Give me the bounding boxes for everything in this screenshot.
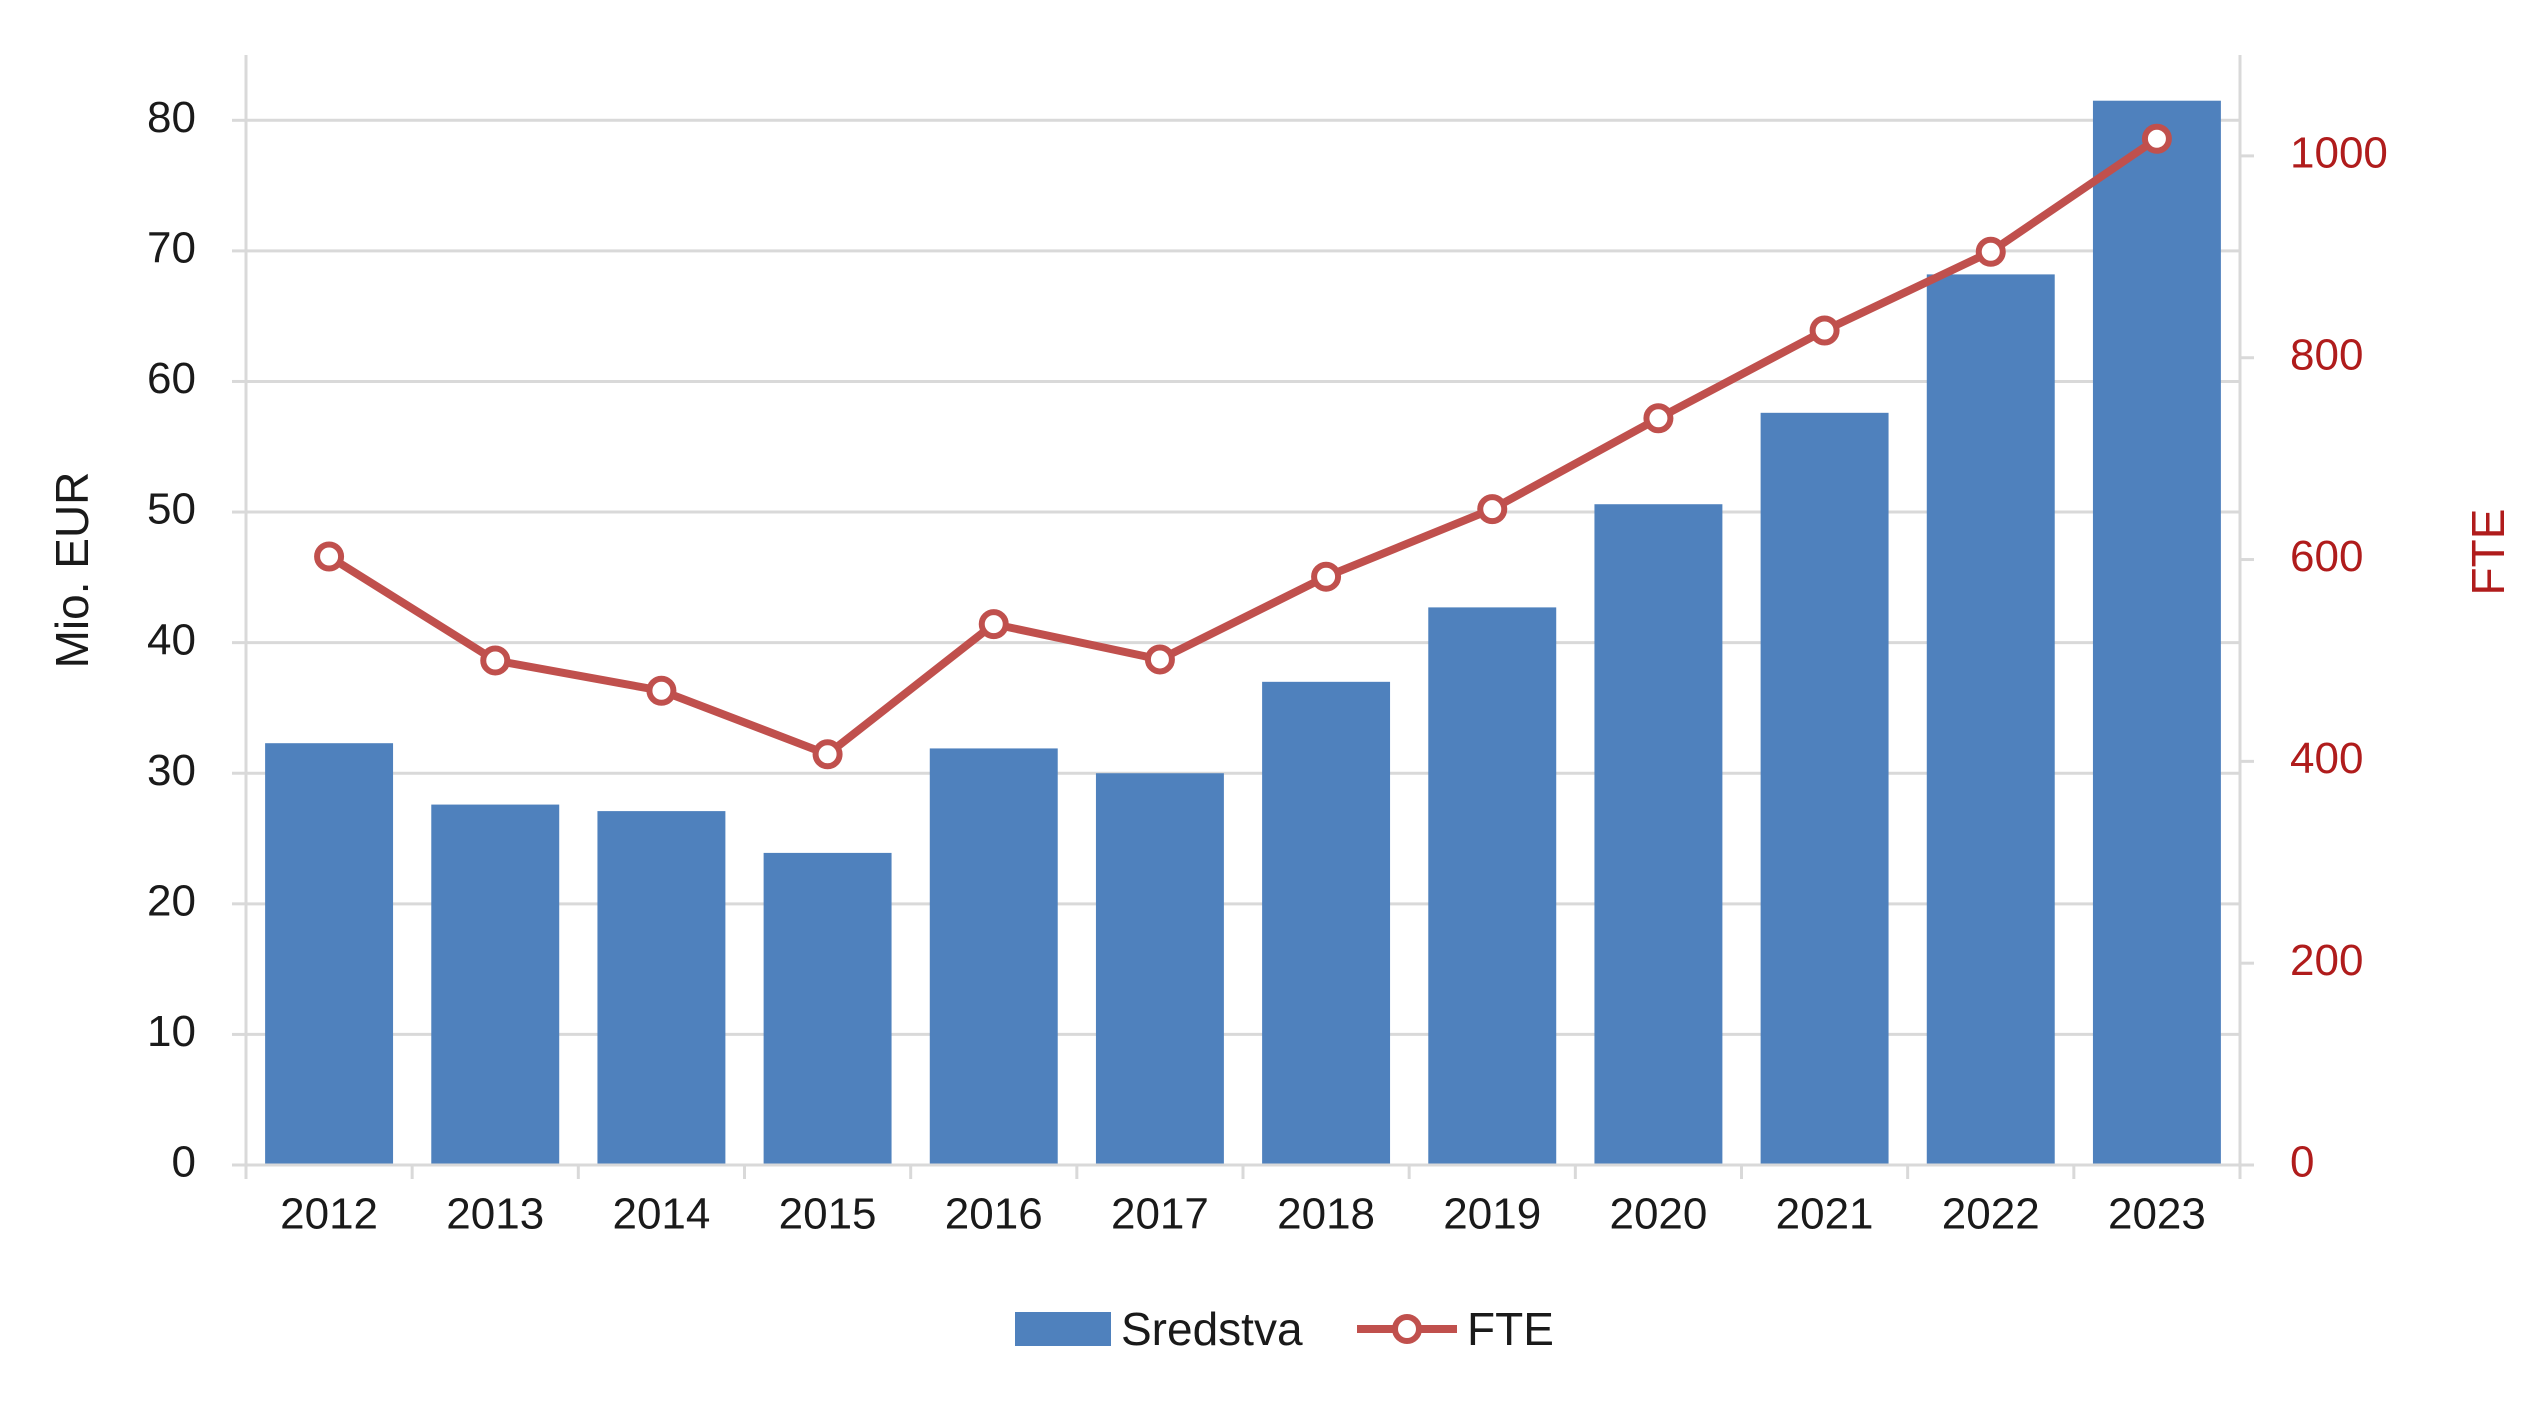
fte-point-2021 [1809, 315, 1840, 346]
right-tick-label-600: 600 [2290, 532, 2363, 581]
bar-series [265, 100, 2221, 1166]
x-tick-label-2019: 2019 [1443, 1190, 1541, 1239]
left-tick-label-30: 30 [147, 746, 196, 795]
fte-point-2015 [812, 739, 843, 770]
x-axis-ticks: 2012 2013 2014 2015 2016 2017 2018 2019 2020 2021… [280, 1190, 2206, 1239]
axes [232, 55, 2254, 1179]
legend-swatch-sredstva [1015, 1312, 1111, 1346]
left-tick-label-0: 0 [172, 1138, 196, 1187]
x-tick-label-2023: 2023 [2108, 1190, 2206, 1239]
fte-point-2014 [646, 675, 677, 706]
line-series [314, 123, 2172, 770]
fte-point-2023 [2141, 123, 2172, 154]
right-tick-label-400: 400 [2290, 734, 2363, 783]
legend-swatch-fte-marker [1392, 1314, 1422, 1344]
bar-2018 [1262, 681, 1391, 1165]
fte-point-2020 [1643, 403, 1674, 434]
bar-2021 [1760, 412, 1889, 1165]
fte-point-2017 [1144, 644, 1175, 675]
bar-2016 [929, 748, 1058, 1165]
right-tick-label-0: 0 [2290, 1138, 2314, 1187]
fte-line [326, 135, 2160, 759]
x-tick-label-2020: 2020 [1609, 1190, 1707, 1239]
bar-2019 [1428, 607, 1557, 1165]
fte-point-2016 [978, 609, 1009, 640]
x-tick-label-2021: 2021 [1776, 1190, 1874, 1239]
bar-2017 [1095, 773, 1224, 1165]
bar-2020 [1594, 504, 1723, 1166]
left-tick-label-70: 70 [147, 224, 196, 273]
left-tick-label-80: 80 [147, 93, 196, 142]
left-tick-label-50: 50 [147, 485, 196, 534]
x-tick-label-2017: 2017 [1111, 1190, 1209, 1239]
y-axis-title-left: Mio. EUR [46, 472, 98, 669]
legend-label-sredstva: Sredstva [1121, 1303, 1303, 1355]
right-tick-label-800: 800 [2290, 330, 2363, 379]
left-tick-label-10: 10 [147, 1007, 196, 1056]
bar-2013 [431, 804, 560, 1165]
left-tick-label-20: 20 [147, 876, 196, 925]
x-tick-label-2013: 2013 [446, 1190, 544, 1239]
right-tick-label-200: 200 [2290, 936, 2363, 985]
fte-point-2018 [1311, 561, 1342, 592]
x-tick-label-2012: 2012 [280, 1190, 378, 1239]
bar-2012 [265, 743, 394, 1165]
gridlines [246, 118, 2240, 1036]
fte-point-2019 [1477, 494, 1508, 525]
bar-2015 [763, 852, 892, 1165]
legend: Sredstva FTE [1015, 1303, 1554, 1355]
right-tick-label-1000: 1000 [2290, 129, 2388, 178]
x-tick-label-2022: 2022 [1942, 1190, 2040, 1239]
fte-point-2012 [314, 541, 345, 572]
y-axis-title-right: FTE [2462, 509, 2514, 596]
left-tick-label-60: 60 [147, 354, 196, 403]
x-tick-label-2015: 2015 [779, 1190, 877, 1239]
x-tick-label-2014: 2014 [612, 1190, 710, 1239]
bar-2023 [2092, 100, 2221, 1165]
bar-2022 [1926, 274, 2055, 1165]
legend-label-fte: FTE [1467, 1303, 1554, 1355]
fte-point-2013 [480, 645, 511, 676]
fte-point-2022 [1975, 236, 2006, 267]
left-axis-ticks: 0 10 20 30 40 50 60 70 80 [147, 93, 196, 1187]
x-tick-label-2018: 2018 [1277, 1190, 1375, 1239]
left-tick-label-40: 40 [147, 615, 196, 664]
right-axis-ticks: 0 200 400 600 800 1000 [2290, 129, 2388, 1187]
bar-2014 [597, 811, 726, 1165]
x-tick-label-2016: 2016 [945, 1190, 1043, 1239]
